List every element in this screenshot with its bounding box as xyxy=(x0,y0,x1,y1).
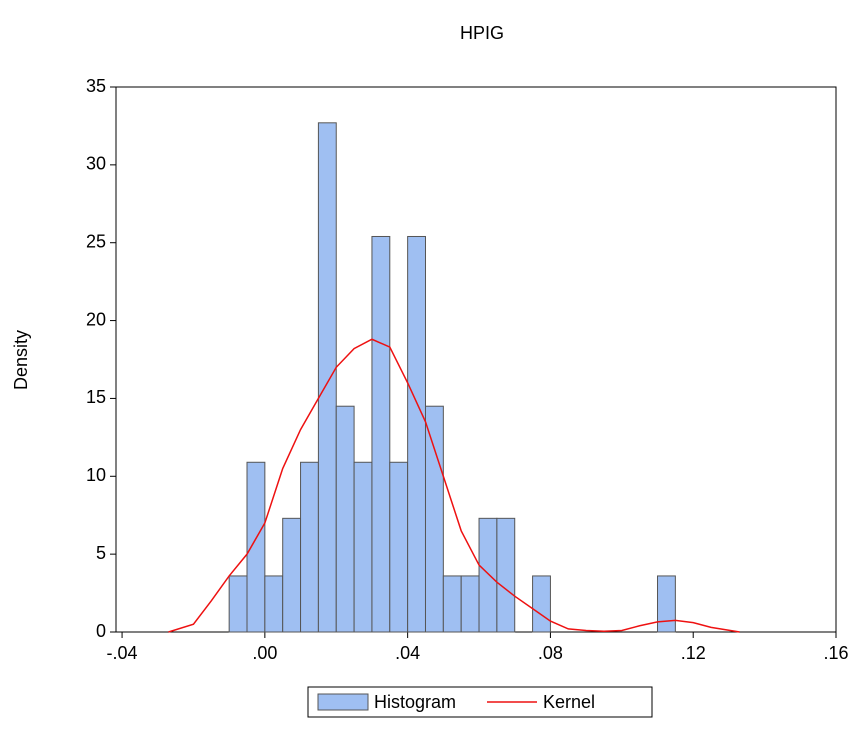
legend-label: Histogram xyxy=(374,692,456,712)
plot-frame xyxy=(115,86,837,633)
bar xyxy=(460,575,480,633)
bar xyxy=(442,575,462,633)
bar xyxy=(264,575,284,633)
bar xyxy=(246,461,266,633)
y-tick-label: 15 xyxy=(86,387,106,407)
x-tick-label: -.04 xyxy=(107,643,138,663)
bar xyxy=(317,122,337,633)
bar xyxy=(424,405,444,633)
y-tick-label: 0 xyxy=(96,621,106,641)
bar xyxy=(389,461,409,633)
bar xyxy=(371,235,391,633)
y-tick-label: 5 xyxy=(96,543,106,563)
x-tick-label: .04 xyxy=(395,643,420,663)
bar xyxy=(496,517,516,633)
bar xyxy=(657,575,676,633)
bar xyxy=(532,575,551,633)
x-tick-label: .08 xyxy=(538,643,563,663)
bar xyxy=(353,461,373,633)
bar xyxy=(407,235,426,633)
y-tick-label: 30 xyxy=(86,154,106,174)
bar xyxy=(335,405,355,633)
y-tick-label: 10 xyxy=(86,465,106,485)
bar xyxy=(300,461,319,633)
x-tick-label: .12 xyxy=(681,643,706,663)
legend-swatch xyxy=(317,693,369,711)
x-tick-label: .16 xyxy=(823,643,848,663)
y-tick-label: 35 xyxy=(86,76,106,96)
y-axis-label: Density xyxy=(11,330,31,390)
bar xyxy=(478,517,498,633)
y-tick-label: 25 xyxy=(86,231,106,251)
kernel-line xyxy=(168,338,740,633)
legend-label: Kernel xyxy=(543,692,595,712)
bar xyxy=(282,517,302,633)
x-tick-label: .00 xyxy=(252,643,277,663)
chart-title: HPIG xyxy=(460,23,504,43)
bar xyxy=(228,575,248,633)
y-tick-label: 20 xyxy=(86,309,106,329)
